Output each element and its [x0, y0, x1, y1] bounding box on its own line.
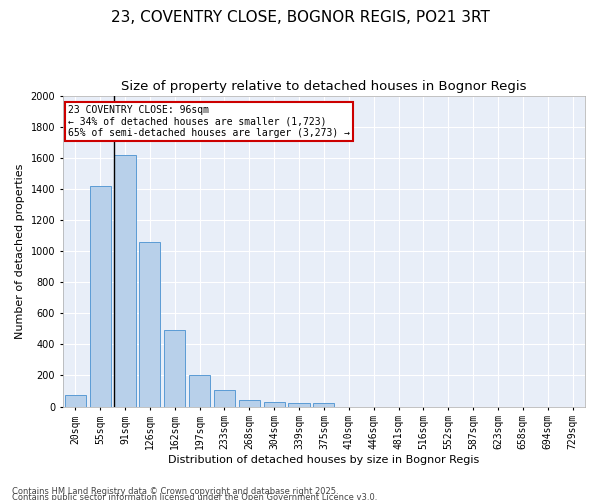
Bar [289, 404, 310, 406]
Text: 23 COVENTRY CLOSE: 96sqm
← 34% of detached houses are smaller (1,723)
65% of sem: 23 COVENTRY CLOSE: 96sqm ← 34% of detach… [68, 105, 350, 138]
Bar [263, 402, 285, 406]
Bar [214, 390, 235, 406]
Bar [115, 154, 136, 406]
Bar [89, 186, 110, 406]
Bar [189, 374, 210, 406]
Bar [313, 404, 334, 406]
Y-axis label: Number of detached properties: Number of detached properties [15, 164, 25, 338]
Bar [164, 330, 185, 406]
Bar [139, 242, 160, 406]
Text: Contains public sector information licensed under the Open Government Licence v3: Contains public sector information licen… [12, 492, 377, 500]
Bar [239, 400, 260, 406]
Bar [65, 395, 86, 406]
Text: Contains HM Land Registry data © Crown copyright and database right 2025.: Contains HM Land Registry data © Crown c… [12, 486, 338, 496]
X-axis label: Distribution of detached houses by size in Bognor Regis: Distribution of detached houses by size … [168, 455, 479, 465]
Title: Size of property relative to detached houses in Bognor Regis: Size of property relative to detached ho… [121, 80, 527, 93]
Text: 23, COVENTRY CLOSE, BOGNOR REGIS, PO21 3RT: 23, COVENTRY CLOSE, BOGNOR REGIS, PO21 3… [110, 10, 490, 25]
